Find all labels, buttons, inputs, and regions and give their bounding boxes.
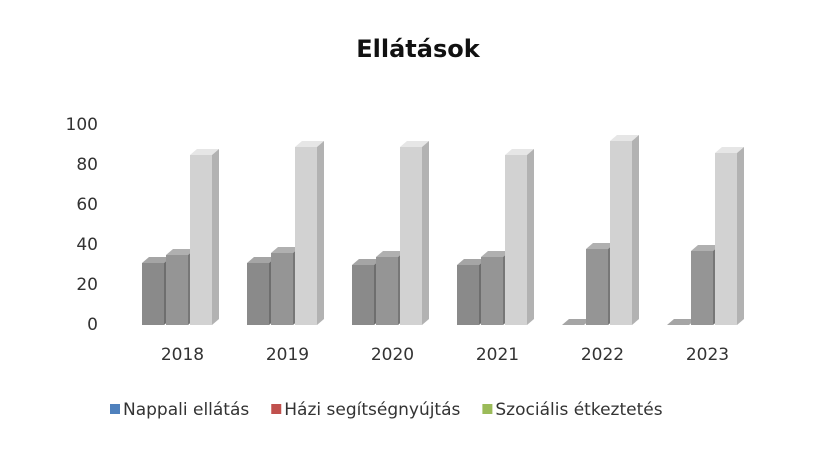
- bar-top: [610, 135, 639, 141]
- bar-top: [271, 247, 300, 253]
- bar-top: [400, 141, 429, 147]
- bar-top: [190, 149, 219, 155]
- bar: [505, 149, 534, 325]
- y-tick-label: 100: [66, 115, 98, 135]
- legend-label: Nappali ellátás: [123, 400, 249, 420]
- bar-front: [505, 155, 527, 325]
- bar-side: [737, 147, 744, 325]
- bar-top: [505, 149, 534, 155]
- bar-front: [142, 263, 164, 325]
- bar-top: [715, 147, 744, 153]
- bar-top: [457, 259, 486, 265]
- bar-top: [562, 319, 591, 325]
- bar-front: [295, 147, 317, 325]
- bar: [190, 149, 219, 325]
- bar-front: [271, 253, 293, 325]
- bar-front: [352, 265, 374, 325]
- bar-front: [457, 265, 479, 325]
- bar-front: [481, 257, 503, 325]
- legend-label: Házi segítségnyújtás: [284, 400, 460, 420]
- bar-front: [610, 141, 632, 325]
- bar-front: [400, 147, 422, 325]
- bar: [715, 147, 744, 325]
- bar-top: [376, 251, 405, 257]
- y-tick-label: 20: [76, 275, 98, 295]
- x-tick-label: 2021: [476, 345, 519, 365]
- bar-top: [691, 245, 720, 251]
- legend-label: Szociális étkeztetés: [495, 400, 662, 420]
- bar-top: [142, 257, 171, 263]
- bar-top: [352, 259, 381, 265]
- x-tick-label: 2022: [581, 345, 624, 365]
- bar: [400, 141, 429, 325]
- x-tick-label: 2018: [161, 345, 204, 365]
- legend-swatch: [110, 404, 120, 414]
- bar-top: [586, 243, 615, 249]
- x-tick-label: 2020: [371, 345, 414, 365]
- chart-title: Ellátások: [356, 35, 480, 63]
- y-tick-label: 0: [87, 315, 98, 335]
- legend-swatch: [271, 404, 282, 414]
- bar-front: [247, 263, 269, 325]
- bar-side: [212, 149, 219, 325]
- bar-front: [691, 251, 713, 325]
- bar-front: [166, 255, 188, 325]
- bar-top: [667, 319, 696, 325]
- y-tick-label: 40: [76, 235, 98, 255]
- bar-side: [422, 141, 429, 325]
- bar-front: [586, 249, 608, 325]
- bar-top: [295, 141, 324, 147]
- bar-side: [527, 149, 534, 325]
- x-tick-label: 2019: [266, 345, 309, 365]
- bar-side: [632, 135, 639, 325]
- bar: [562, 319, 591, 325]
- bar: [610, 135, 639, 325]
- bar-top: [166, 249, 195, 255]
- bar-top: [247, 257, 276, 263]
- bar-front: [190, 155, 212, 325]
- bar: [295, 141, 324, 325]
- y-tick-label: 60: [76, 195, 98, 215]
- legend-swatch: [482, 404, 493, 414]
- x-tick-label: 2023: [686, 345, 729, 365]
- bar-front: [376, 257, 398, 325]
- bar: [667, 319, 696, 325]
- bar-front: [715, 153, 737, 325]
- bar-top: [481, 251, 510, 257]
- bar-side: [317, 141, 324, 325]
- y-tick-label: 80: [76, 155, 98, 175]
